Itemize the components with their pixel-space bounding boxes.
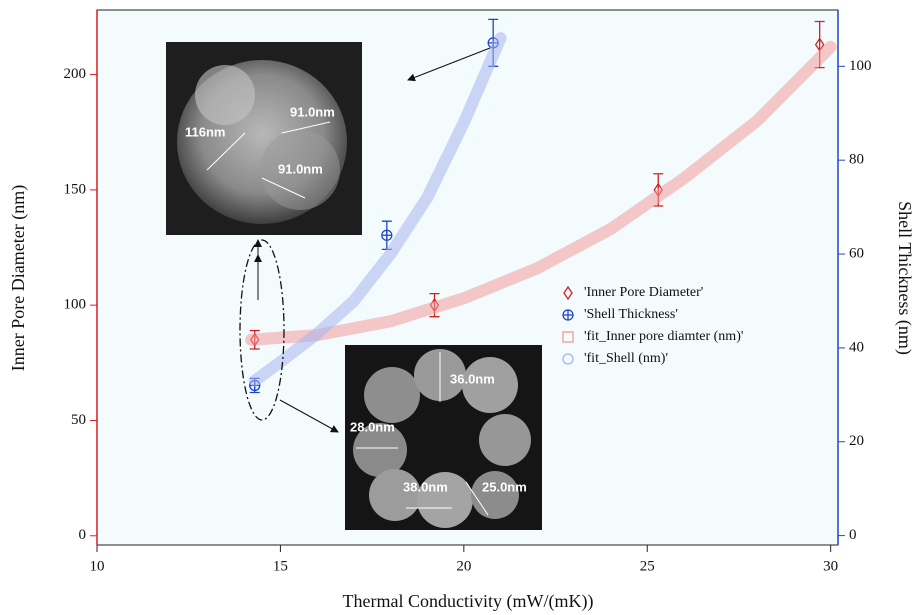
legend-label: 'Shell Thickness' [584, 307, 678, 322]
y-tick-label: 100 [64, 297, 87, 313]
sem-image: 36.0nm 28.0nm 38.0nm 25.0nm [345, 345, 542, 530]
y2-tick-label: 40 [849, 339, 864, 355]
y-tick-label: 150 [64, 181, 87, 197]
y2-tick-label: 60 [849, 245, 864, 261]
legend-label: 'fit_Inner pore diamter (nm)' [584, 329, 743, 344]
legend-label: 'Inner Pore Diameter' [584, 285, 703, 300]
x-tick-label: 30 [823, 558, 838, 574]
y-tick-label: 200 [64, 66, 87, 82]
chart: Thermal Conductivity (mW/(mK)) Inner Por… [0, 0, 920, 615]
legend-label: 'fit_Shell (nm)' [584, 351, 668, 366]
y2-tick-label: 80 [849, 152, 864, 168]
sem-label: 38.0nm [403, 479, 448, 494]
sem-label: 116nm [185, 124, 225, 139]
y2-axis-label: Shell Thickness (nm) [894, 201, 915, 355]
marker [563, 310, 573, 320]
x-tick-label: 20 [456, 558, 471, 574]
sem-label: 25.0nm [482, 479, 527, 494]
sem-label: 36.0nm [450, 371, 495, 386]
y2-tick-label: 100 [849, 58, 872, 74]
x-tick-label: 15 [273, 558, 288, 574]
sem-label: 91.0nm [278, 161, 323, 176]
sem-label: 28.0nm [350, 419, 395, 434]
y-tick-label: 0 [79, 527, 87, 543]
sem-image: 116nm 91.0nm 91.0nm [166, 42, 362, 235]
y2-tick-label: 20 [849, 433, 864, 449]
x-axis-label: Thermal Conductivity (mW/(mK)) [343, 591, 594, 612]
x-tick-label: 25 [640, 558, 655, 574]
y-tick-label: 50 [71, 412, 86, 428]
sem-label: 91.0nm [290, 104, 335, 119]
y2-tick-label: 0 [849, 527, 857, 543]
y-axis-label: Inner Pore Diameter (nm) [8, 185, 29, 371]
marker [382, 230, 392, 240]
x-tick-label: 10 [90, 558, 105, 574]
